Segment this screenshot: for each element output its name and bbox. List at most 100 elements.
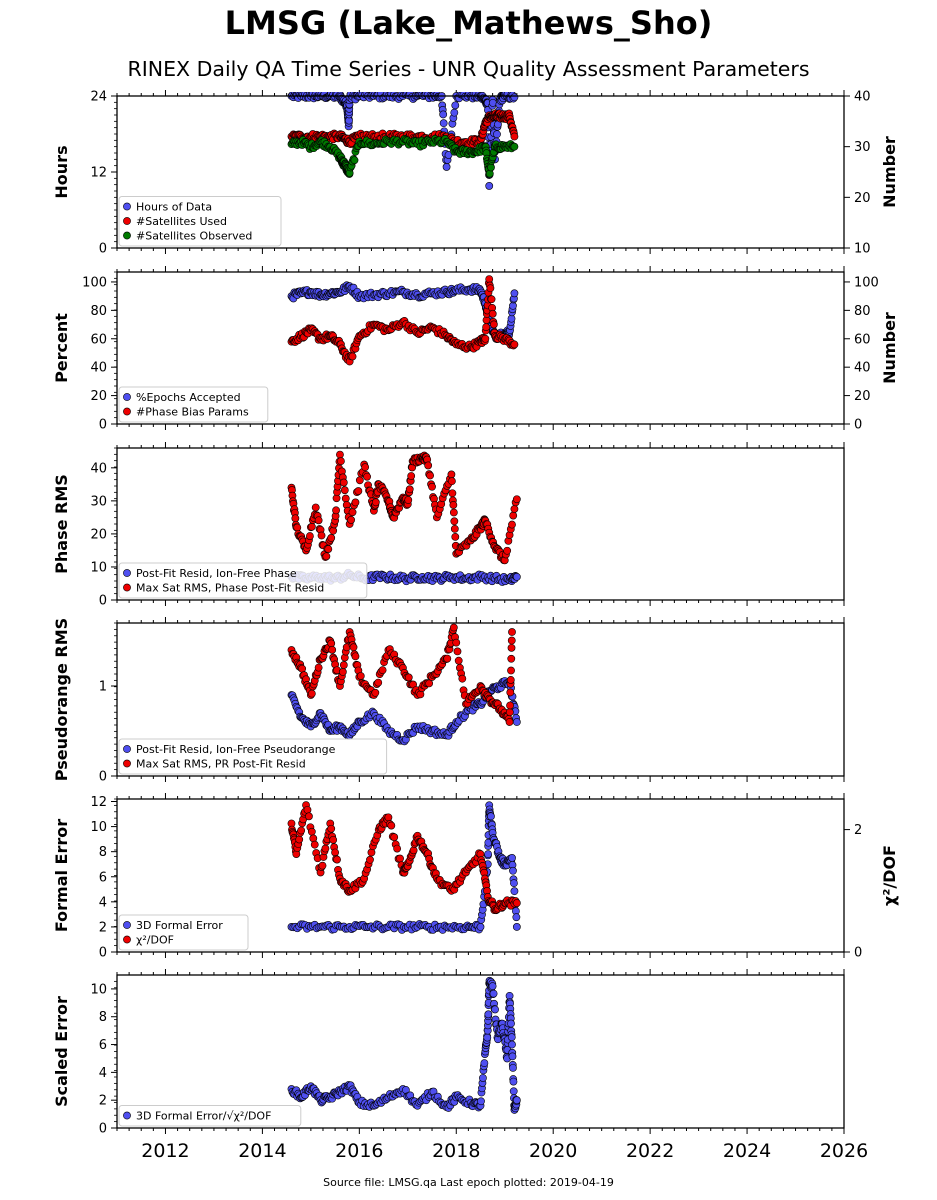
data-point: [310, 840, 319, 849]
data-point: [485, 275, 494, 284]
x-tick-label: 2026: [820, 1140, 868, 1162]
legend-box: [118, 562, 368, 599]
y-right-tick-label: 60: [854, 332, 871, 347]
y-tick-label: 4: [99, 1066, 107, 1081]
data-point: [338, 668, 347, 676]
data-point: [510, 93, 519, 102]
data-point: [314, 663, 323, 672]
data-point: [305, 532, 314, 540]
y-axis-label: Formal Error: [52, 819, 71, 932]
series--phase-bias-params: [287, 275, 519, 366]
data-point: [510, 132, 519, 141]
data-point: [509, 1063, 517, 1072]
data-point: [487, 163, 495, 172]
data-point: [404, 496, 413, 504]
data-point: [384, 813, 393, 822]
x-tick-label: 2016: [335, 1140, 383, 1162]
series-3d-formal-error: [287, 801, 521, 934]
y-tick-label: 10: [90, 820, 107, 835]
plot-frame: [116, 622, 845, 777]
data-point: [350, 156, 359, 165]
y-tick-label: 0: [99, 418, 107, 433]
data-point: [510, 879, 518, 888]
legend-marker: [123, 935, 131, 944]
legend-marker: [123, 745, 131, 753]
data-point: [508, 1052, 517, 1061]
y-right-tick-label: 10: [854, 242, 871, 257]
legend-marker: [123, 569, 131, 577]
y-axis-label: Scaled Error: [52, 996, 71, 1107]
data-point: [439, 110, 448, 119]
series--dof: [287, 801, 521, 915]
source-footnote: Source file: LMSG.qa Last epoch plotted:…: [323, 1176, 614, 1189]
data-point: [366, 855, 374, 864]
y-right-tick-label: 20: [854, 191, 871, 206]
panel-formal-error: 0 2 4 6 8 10 12 0 2 χ²/DOF Formal Error 3D Formal E…: [52, 793, 899, 961]
data-point: [487, 295, 496, 304]
y-axis-label: Hours: [52, 145, 71, 198]
data-point: [356, 672, 365, 680]
plot-frame: [116, 271, 845, 425]
legend: Hours of Data#Satellites Used #Satellites…: [118, 196, 282, 247]
y-tick-label: 6: [99, 870, 107, 885]
legend-marker: [123, 407, 131, 416]
data-point: [307, 827, 316, 836]
data-point: [453, 647, 462, 656]
data-point: [447, 470, 456, 479]
data-point: [507, 666, 515, 675]
data-point: [328, 645, 337, 654]
data-point: [331, 848, 339, 857]
data-point: [507, 643, 516, 652]
legend-label: #Satellites Used: [136, 215, 227, 228]
data-point: [305, 812, 313, 821]
y-right-tick-label: 100: [854, 275, 879, 290]
data-point: [491, 1005, 499, 1014]
data-point: [454, 656, 463, 665]
y-tick-label: 100: [82, 275, 107, 290]
data-point: [512, 913, 521, 922]
data-point: [295, 835, 304, 844]
data-point: [509, 511, 518, 520]
series--epochs-accepted: [287, 281, 519, 343]
data-point: [506, 688, 515, 697]
data-point: [512, 718, 521, 726]
data-point: [327, 824, 336, 833]
y-tick-label: 4: [99, 895, 107, 910]
data-point: [507, 636, 516, 645]
data-point: [509, 866, 517, 875]
data-point: [443, 654, 452, 663]
data-point: [390, 833, 399, 842]
data-point: [449, 508, 458, 517]
data-point: [507, 1033, 516, 1042]
x-tick-label: 2018: [432, 1140, 480, 1162]
y-tick-label: 10: [90, 982, 107, 997]
legend-label: Max Sat RMS, Phase Post-Fit Resid: [136, 582, 324, 595]
data-point: [349, 643, 358, 652]
data-point: [341, 494, 350, 503]
data-point: [393, 844, 402, 853]
panel-phase-rms: 0 10 20 30 40 Phase RMS Post-Fit Resid, Ion-Fr…: [52, 442, 845, 609]
y-tick-label: 2: [99, 1094, 107, 1109]
data-point: [503, 546, 512, 555]
data-point: [510, 887, 519, 896]
legend-marker: [123, 759, 131, 768]
legend: Post-Fit Resid, Ion-Free Phase Max Sat RM…: [118, 562, 368, 599]
data-point: [510, 505, 519, 513]
data-point: [387, 821, 396, 830]
data-point: [291, 514, 300, 523]
legend: Post-Fit Resid, Ion-Free Pseudorange Max …: [118, 738, 388, 775]
data-point: [493, 130, 501, 139]
data-point: [324, 545, 333, 553]
data-point: [428, 482, 436, 491]
legend-label: Hours of Data: [136, 201, 212, 214]
plot-frame: [116, 974, 845, 1129]
data-point: [361, 463, 370, 472]
legend-box: [118, 196, 282, 247]
data-point: [483, 1033, 492, 1042]
y-tick-label: 40: [90, 361, 107, 376]
data-point: [451, 532, 460, 541]
y-right-tick-label: 80: [854, 304, 871, 319]
data-point: [322, 552, 331, 561]
data-point: [297, 826, 306, 835]
data-point: [339, 478, 348, 487]
